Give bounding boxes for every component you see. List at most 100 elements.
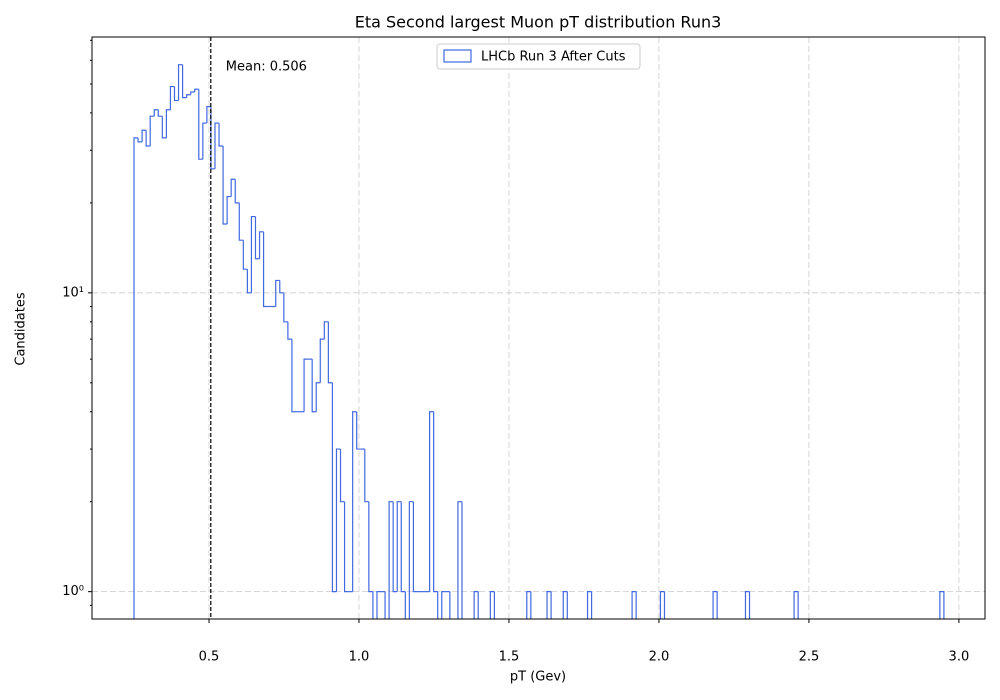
histogram-bin [222,146,228,225]
histogram-bin [214,122,220,169]
histogram-bin [939,591,945,619]
histogram-bin [206,105,211,124]
histogram-bin [530,591,532,619]
x-axis-label: pT (Gev) [510,670,566,685]
histogram-bin [133,137,139,619]
histogram-bin [400,501,406,593]
x-tick-label: 0.5 [199,650,220,665]
histogram-bin [352,411,357,592]
histogram-bin [473,591,479,619]
histogram-bin [161,116,167,139]
histogram-bin [194,88,199,92]
histogram-bin [546,591,552,619]
histogram-bin [566,591,568,619]
histogram-bin [169,85,175,110]
histogram-bin [376,591,382,619]
histogram-bin [238,202,244,241]
histogram-bin [141,129,147,142]
histogram-bin [441,591,446,619]
histogram-bin [493,591,496,619]
histogram-bin [368,501,373,593]
histogram-bin [287,321,292,340]
histogram-bin [331,382,337,593]
histogram-bin [291,339,296,413]
histogram-bin [744,591,750,619]
histogram-bin [177,64,183,101]
histogram-bin [429,411,434,592]
histogram-bin [165,109,171,138]
histogram-bin [258,231,264,259]
histogram-bin [477,591,479,619]
histogram-bin [635,591,637,619]
histogram-bin [137,137,143,143]
histogram-bin [461,501,463,619]
histogram-bin [797,591,799,619]
x-tick-label: 1.5 [499,650,520,665]
histogram-bin [449,591,451,619]
histogram-bin [226,195,232,224]
histogram-bin [246,269,252,294]
histogram-bin [315,382,321,412]
histogram-bin [437,591,439,619]
chart-title: Eta Second largest Muon pT distribution … [355,13,722,32]
histogram-bin [319,338,325,383]
x-tick-label: 2.5 [799,650,820,665]
histogram-bin [748,591,751,619]
histogram-bin [412,501,418,593]
histogram-bin [149,115,155,146]
histogram-bin [590,591,593,619]
histogram-bin [242,240,248,270]
histogram-bin [586,591,592,619]
histogram-bin [550,591,552,619]
histogram-bin [181,64,187,99]
histogram-bin [408,501,414,619]
histogram-bin [218,123,224,147]
legend-label: LHCb Run 3 After Cuts [481,50,626,65]
histogram-bin [323,321,329,340]
histogram-bin [631,591,637,619]
histogram-bin [327,321,333,384]
histogram-bin [262,231,268,308]
histogram-bin [433,411,438,593]
histogram-bin [372,591,374,619]
histogram-bin [234,179,240,204]
x-tick-label: 3.0 [949,650,970,665]
histogram-bin [250,215,256,293]
x-tick-label: 1.0 [349,650,370,665]
histogram-bin [153,109,159,117]
legend-swatch [443,49,472,63]
histogram-bin [663,591,666,619]
histogram-bin [489,591,495,619]
mean-label: Mean: 0.506 [226,60,307,75]
histogram-bin [254,216,260,260]
histogram-bin [716,591,718,619]
y-tick-label: 10⁰ [62,584,84,599]
histogram-bin [335,448,341,592]
histogram-bin [356,411,361,450]
histogram-bin [230,178,236,197]
histogram-bin [279,280,284,294]
histogram-bin [392,501,398,593]
x-tick-label: 2.0 [649,650,670,665]
histogram-bin [283,292,288,323]
histogram-bin [339,449,345,503]
y-axis-label: Candidates [14,292,29,365]
legend-box [436,43,641,70]
histogram-bin [712,591,718,619]
histogram-bin [388,501,394,619]
plot-frame [91,36,986,620]
histogram-bin [659,591,665,619]
histogram-bin [275,279,280,307]
histogram-bin [311,359,317,413]
histogram-bin [198,89,203,160]
histogram-bin [562,591,568,619]
histogram-bin [145,130,151,147]
histogram-bin [157,109,163,117]
histogram [133,64,945,619]
histogram-bin [364,449,369,503]
histogram-bin [404,591,406,619]
histogram-bin [202,122,207,160]
histogram-bin [343,501,349,593]
